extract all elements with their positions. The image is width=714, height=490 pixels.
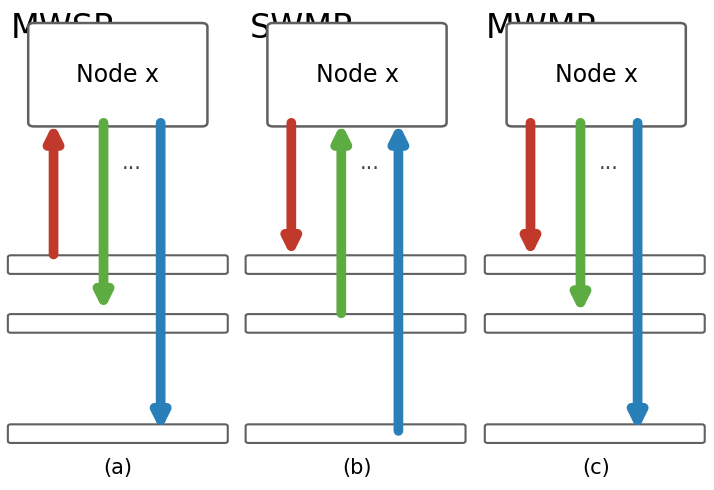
Text: ···: ··· (360, 159, 380, 179)
FancyBboxPatch shape (29, 23, 208, 126)
FancyBboxPatch shape (267, 23, 447, 126)
FancyBboxPatch shape (246, 255, 466, 274)
FancyBboxPatch shape (246, 424, 466, 443)
Text: ···: ··· (599, 159, 619, 179)
Text: Node x: Node x (76, 63, 159, 87)
FancyBboxPatch shape (485, 314, 705, 333)
Text: Node x: Node x (316, 63, 398, 87)
Text: SWMR: SWMR (250, 12, 356, 45)
Text: MWMR: MWMR (486, 12, 599, 45)
Text: (b): (b) (342, 458, 372, 478)
FancyBboxPatch shape (8, 314, 228, 333)
Text: (c): (c) (583, 458, 610, 478)
FancyBboxPatch shape (507, 23, 685, 126)
FancyBboxPatch shape (485, 424, 705, 443)
FancyBboxPatch shape (246, 314, 466, 333)
FancyBboxPatch shape (8, 424, 228, 443)
Text: MWSR: MWSR (11, 12, 117, 45)
FancyBboxPatch shape (8, 255, 228, 274)
Text: Node x: Node x (555, 63, 638, 87)
Text: ···: ··· (122, 159, 142, 179)
Text: (a): (a) (104, 458, 132, 478)
FancyBboxPatch shape (485, 255, 705, 274)
